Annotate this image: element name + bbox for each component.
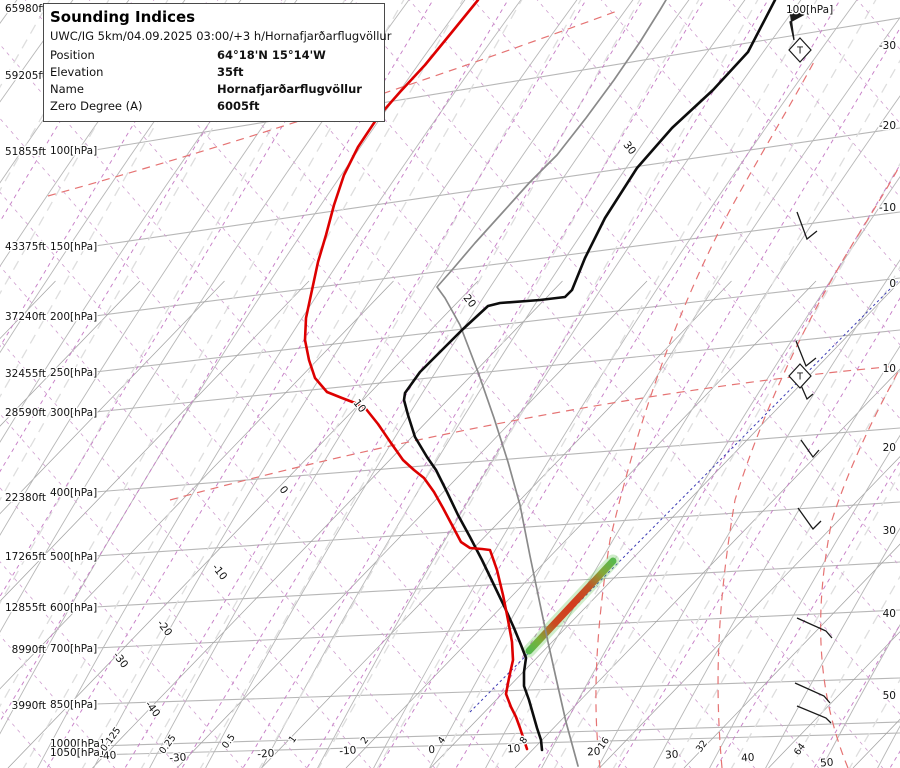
wind-barb-icon [795,340,817,368]
temperature-axis-label: 50 [820,757,834,768]
temperature-axis-label: 40 [741,752,755,765]
temperature-axis-label: -10 [339,744,357,757]
model-run-label: UWC/IG 5km/04.09.2025 03:00/+3 h/Hornafj… [50,29,392,43]
pressure-axis-label: 700[hPa] [50,643,97,655]
wind-barb-icon [800,439,820,459]
temperature-axis-label: 0 [428,744,436,756]
temperature-axis-label: 30 [665,749,679,762]
info-value: 6005ft [217,99,260,113]
mixing-ratio-label: 64 [792,741,808,757]
pressure-axis-label: 1000[hPa] [50,738,104,750]
height-axis-label: 8990ft [12,644,46,656]
adiabat-label: -30 [110,650,130,671]
info-row-name: Name Hornafjarðarflugvöllur [50,81,378,98]
wind-barb-icon [797,507,822,531]
isotherms [0,280,900,768]
wind-barb-icon [794,682,831,704]
height-axis-label: 37240ft [5,311,46,323]
pressure-axis-label: 100[hPa] [50,145,97,157]
tropopause-label: T [796,46,803,57]
pressure-axis-label: 500[hPa] [50,551,97,563]
temperature-axis-label: -30 [169,751,187,764]
temperature-curve [402,0,777,752]
pressure-axis-label: 300[hPa] [50,407,97,419]
info-label: Elevation [50,65,104,79]
info-value: Hornafjarðarflugvöllur [217,82,362,96]
temperature-axis-label: 10 [507,743,521,756]
pressure-axis-label: 850[hPa] [50,699,97,711]
temperature-axis-label: -40 [99,749,117,762]
temperature-axis-label: 20 [883,442,896,454]
mixing-ratio-label: 32 [694,738,710,754]
height-axis-label: 59205ft [5,70,46,82]
pressure-axis-label: 400[hPa] [50,487,97,499]
red-dashed-curves [47,9,900,768]
info-row-position: Position 64°18'N 15°14'W [50,47,378,64]
temperature-axis-label: 0 [889,278,896,290]
height-axis-label: 3990ft [12,700,46,712]
adiabat-label: -10 [209,562,229,583]
adiabat-label: 0 [277,484,291,497]
pressure-axis-label: 100[hPa] [786,4,833,16]
tropopause-label: T [796,372,803,383]
dewpoint-curve [303,0,529,751]
adiabat-label: -20 [154,618,174,639]
pressure-axis-label: 150[hPa] [50,241,97,253]
info-row-elevation: Elevation 35ft [50,64,378,81]
temperature-axis-label: 10 [883,363,896,375]
info-label: Position [50,48,95,62]
adiabat-label: 10 [351,397,369,415]
temperature-axis-label: -20 [879,120,896,132]
pressure-axis-label: 1050[hPa] [50,747,104,759]
pressure-axis-label: 600[hPa] [50,602,97,614]
zero-degree-highlight-segment [525,557,617,655]
wind-barb-icon [789,9,805,41]
parcel-path-curve [436,0,667,767]
info-row-zero-degree: Zero Degree (A) 6005ft [50,98,378,115]
temperature-axis-label: 30 [883,525,896,537]
temperature-axis-label: -10 [879,202,896,214]
height-axis-label: 28590ft [5,407,46,419]
wind-barb-icon [796,211,818,241]
isobars [94,17,900,756]
info-label: Zero Degree (A) [50,99,143,113]
temperature-axis-label: 40 [883,608,896,620]
mixing-ratio-label: 2 [359,735,371,746]
height-axis-label: 43375ft [5,241,46,253]
height-axis-label: 22380ft [5,492,46,504]
wind-barb-icon [796,617,833,639]
wind-barb-icon [796,705,832,724]
temperature-axis-label: -30 [879,40,896,52]
temperature-axis-label: 20 [587,746,601,759]
wind-barb-icon [799,382,814,401]
pressure-axis-label: 250[hPa] [50,367,97,379]
tropopause-diamond-icon [788,37,812,63]
sounding-indices-panel: Sounding Indices UWC/IG 5km/04.09.2025 0… [43,3,392,122]
temperature-axis-label: -20 [257,747,275,760]
panel-title: Sounding Indices [50,8,196,26]
info-label: Name [50,82,84,96]
height-axis-label: 32455ft [5,368,46,380]
info-value: 64°18'N 15°14'W [217,48,326,62]
info-value: 35ft [217,65,244,79]
pressure-axis-label: 200[hPa] [50,311,97,323]
height-axis-label: 65980ft [5,3,46,15]
wind-barbs: TT [788,9,833,724]
height-axis-label: 12855ft [5,602,46,614]
tropopause-diamond-icon [788,363,812,389]
height-axis-label: 51855ft [5,146,46,158]
adiabat-label: 20 [461,292,479,310]
temperature-axis-label: 50 [883,690,896,702]
height-axis-label: 17265ft [5,551,46,563]
